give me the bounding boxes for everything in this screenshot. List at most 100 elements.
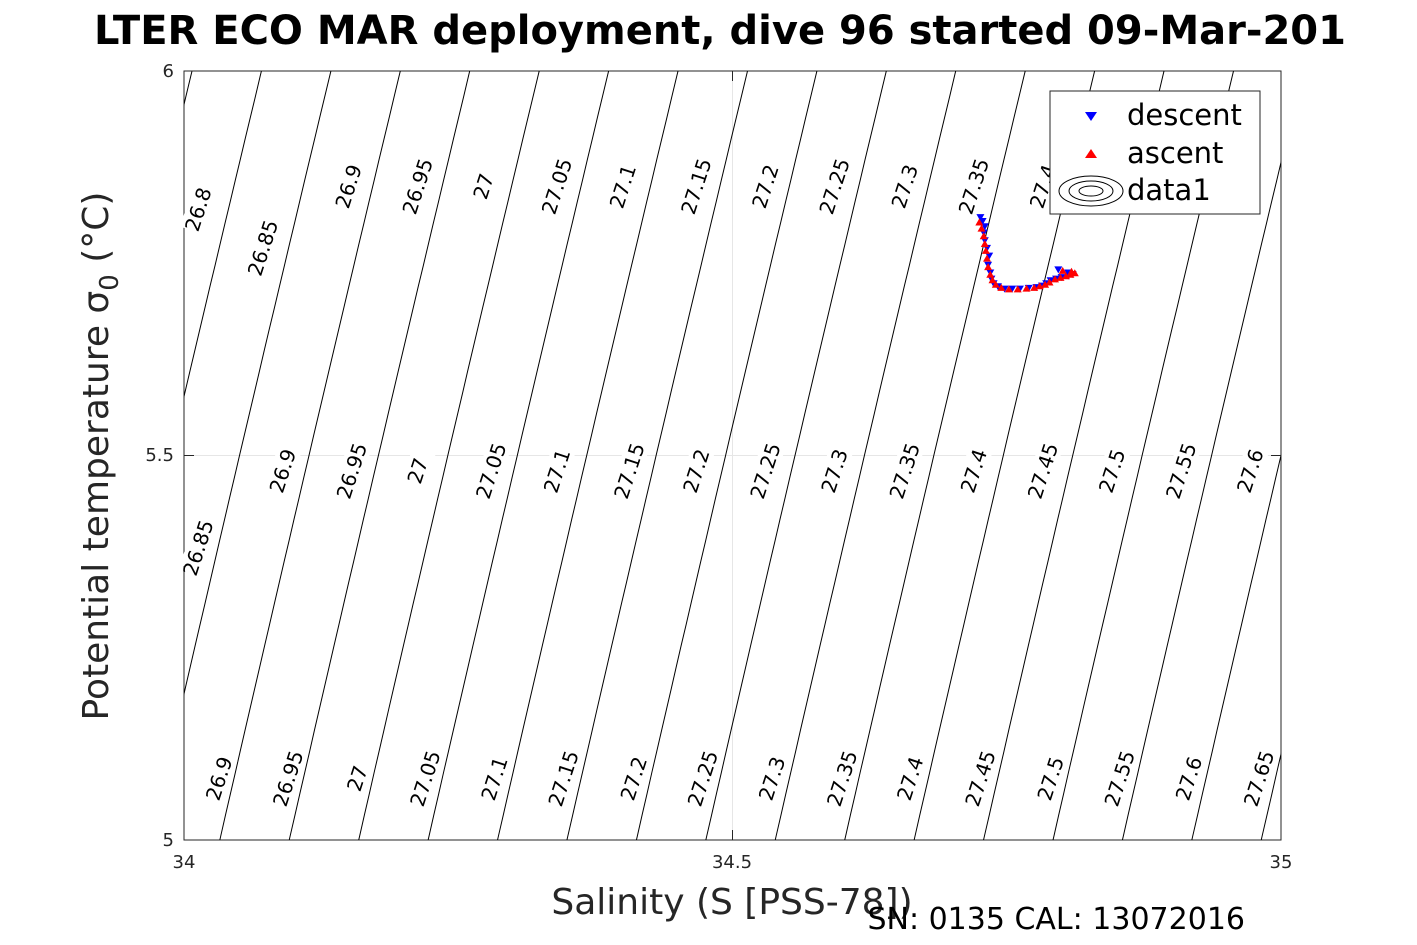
contour-label-bg [1240,753,1278,804]
contour-label-bg [244,223,282,273]
isopycnal-line [774,71,957,840]
isopycnal-line [705,71,887,840]
data-point-ascent [988,276,997,284]
contour-label-bg [538,161,576,211]
isopycnal-line [844,71,1026,840]
legend-marker-descent [1085,112,1097,121]
legend-label-descent: descent [1127,98,1242,132]
isopycnal-line [358,71,540,840]
contour-label-bg [399,161,436,211]
contour-label-bg [955,161,993,211]
isopycnal-line [1121,160,1281,840]
y-tick-label: 6 [163,61,174,82]
x-tick-label: 35 [1270,852,1293,873]
y-tick-label: 5 [163,830,174,851]
contour-label-bg [816,161,853,211]
contour-label-bg [339,753,376,804]
isopycnal-line [497,71,679,840]
contour-label-bg [472,446,510,496]
contour-label-bg [816,446,853,496]
legend: descent ascent data1 [1049,90,1261,215]
data-point-ascent [1013,285,1022,293]
data-point-ascent [1045,278,1054,286]
legend-marker-ascent [1085,149,1097,158]
contour-label-bg [1024,446,1062,496]
data-point-ascent [980,240,989,247]
contour-label-bg [892,753,929,804]
contour-label-bg [330,161,367,211]
data-point-ascent [986,270,995,278]
data-point-ascent [991,280,1000,288]
contour-label-bg [1093,446,1131,496]
data-point-ascent [981,246,990,254]
data-point-descent [985,252,994,260]
data-point-ascent [1022,284,1031,292]
legend-label-data1: data1 [1127,173,1211,207]
data-point-ascent [1067,267,1076,275]
contour-label-bg [678,446,715,496]
contour-label-bg [200,753,238,804]
legend-label-ascent: ascent [1127,136,1223,170]
contour-label-bg [545,753,582,804]
contour-label-bg [962,753,999,804]
contour-label-bg [180,523,217,573]
data-point-ascent [1041,280,1050,288]
isopycnal-line [184,71,332,697]
data-point-ascent [975,218,984,226]
data-point-ascent [977,224,986,232]
contour-label-bg [615,753,652,804]
isopycnal-line [566,71,749,840]
contour-label-bg [678,161,715,211]
contour-legend-icon [1058,175,1124,207]
data-point-ascent [1004,285,1013,293]
isopycnal-line [635,71,818,840]
contour-label-bg [1170,753,1208,804]
contour-label-bg [180,184,217,235]
contour-label-bg [823,753,861,804]
data-point-ascent [979,232,988,240]
x-tick-label: 34 [173,852,196,873]
isopycnal-line [288,71,471,840]
contour-label-bg [886,161,923,211]
contour-label-bg [753,753,791,804]
y-axis-label: Potential temperature σ0 (°C) [76,192,125,721]
contour-label-bg [747,161,784,211]
data-point-descent [978,218,987,225]
data-point-ascent [984,263,993,271]
contour-label-bg [538,446,576,496]
y-tick-label: 5.5 [145,445,174,466]
contour-label-bg [270,753,307,804]
contour-label-bg [476,753,513,804]
x-axis-label: Salinity (S [PSS-78]) [551,882,912,923]
density-contours [184,33,1417,879]
contour-label-bg [684,753,722,804]
contour-label-bg [611,446,648,496]
contour-label-bg [407,753,444,804]
isopycnal-line [1322,33,1417,879]
data-point-descent [1054,266,1063,274]
axis-ticks [183,70,1282,841]
contour-label-bg [1232,446,1269,496]
contour-label-bg [399,446,436,496]
data-points [975,214,1079,293]
x-tick-label: 34.5 [712,852,752,873]
contour-label-bg [604,161,642,211]
contour-label-bg [1032,753,1069,804]
serial-calibration-text: SN: 0135 CAL: 13072016 [867,902,1245,937]
contour-label-bg [1101,753,1138,804]
contour-label-bg [886,446,923,496]
data-point-ascent [997,283,1006,291]
data-point-ascent [1058,266,1067,274]
contour-label-bg [1162,446,1200,496]
contour-label-bg [747,446,784,496]
isopycnal-line [1191,453,1281,840]
legend-box [1049,90,1261,215]
contour-label-bg [955,446,993,496]
isopycnal-line [184,71,262,399]
isopycnal-line [219,71,401,840]
isopycnal-line [427,71,610,840]
contour-label-bg [465,161,502,211]
chart-title: LTER ECO MAR deployment, dive 96 started… [94,8,1346,54]
contour-label-bg [333,446,371,496]
